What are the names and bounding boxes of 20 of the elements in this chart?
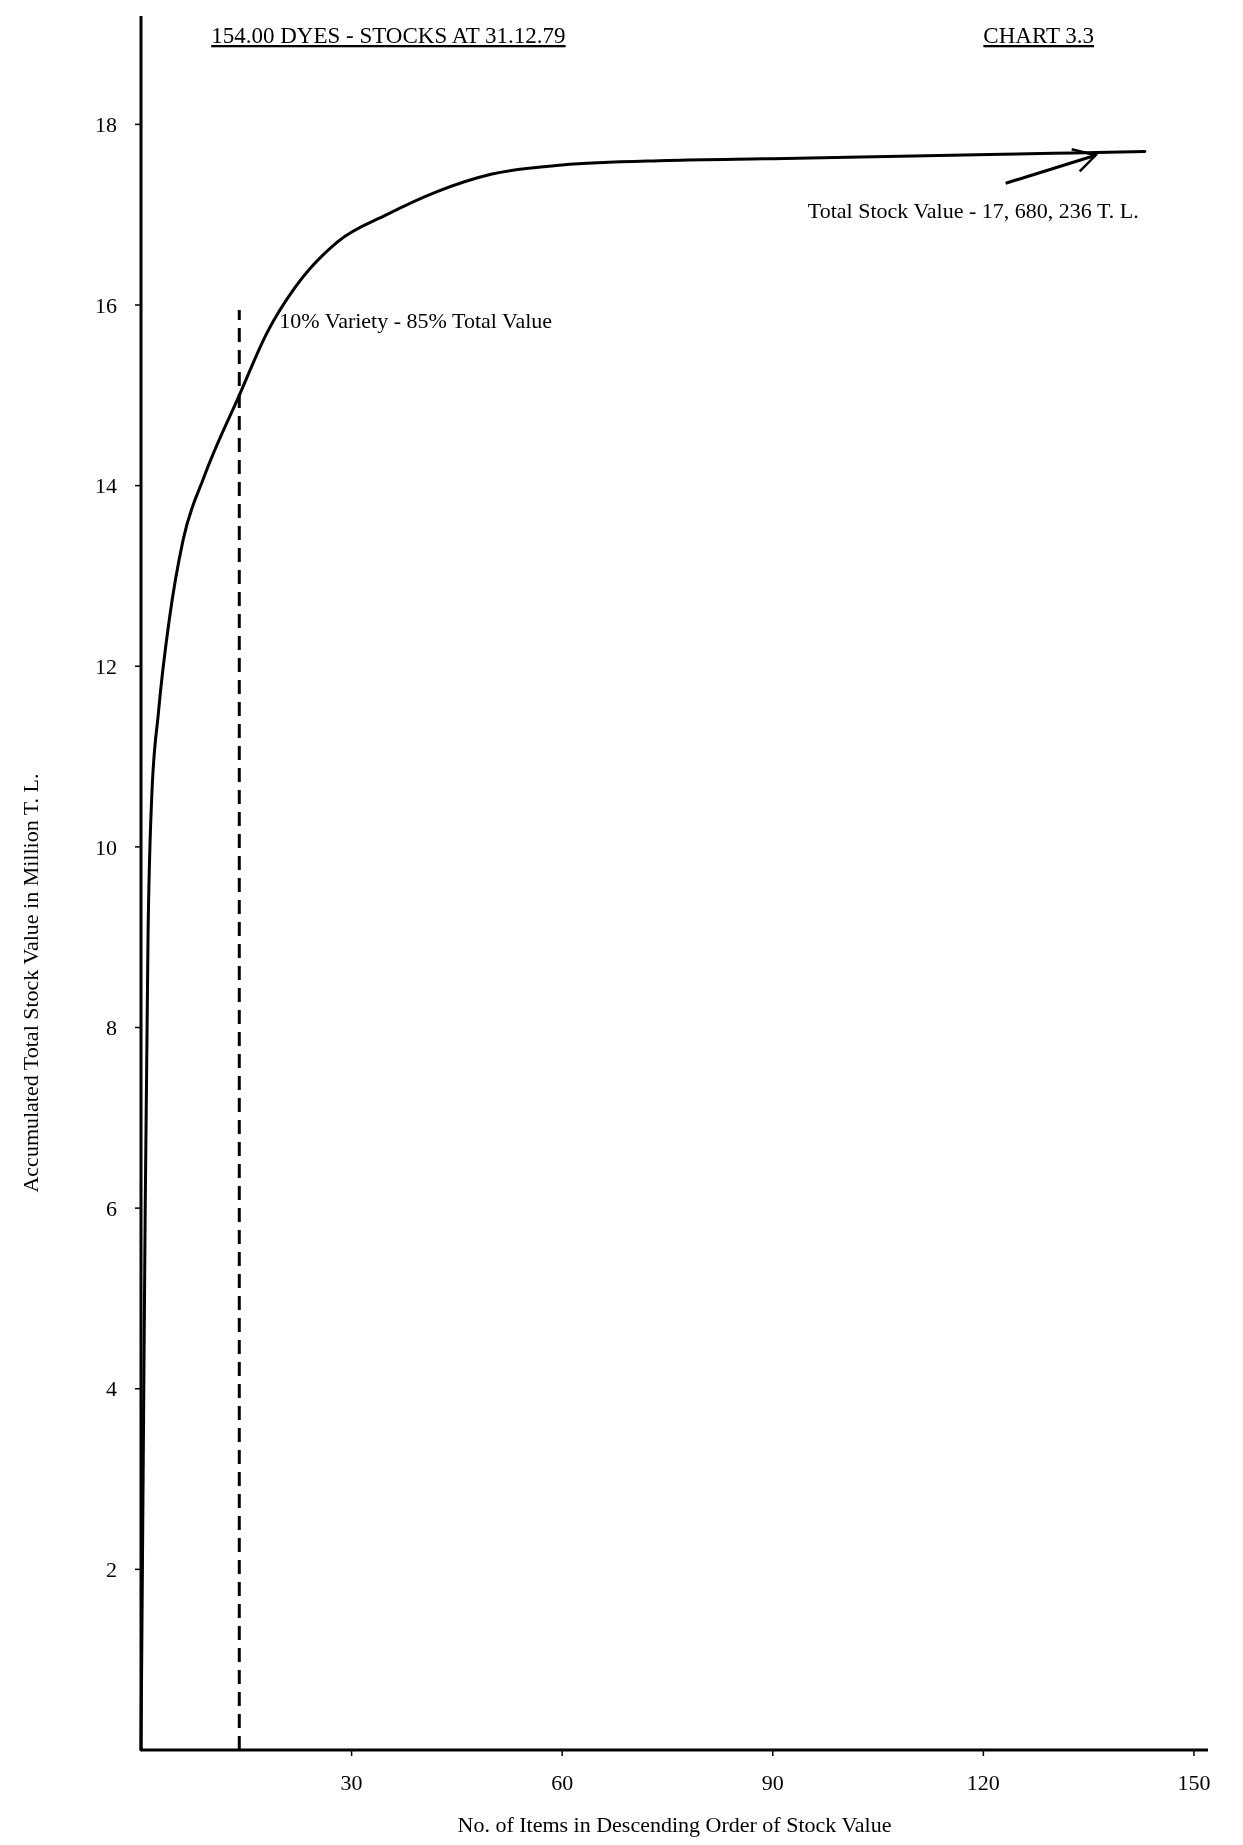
ref-line-label: 10% Variety - 85% Total Value (279, 308, 553, 334)
y-tick-label: 4 (106, 1376, 117, 1402)
x-tick-label: 150 (1177, 1770, 1211, 1795)
y-tick-label: 6 (106, 1195, 117, 1221)
x-axis-title: No. of Items in Descending Order of Stock Value (457, 1812, 892, 1837)
x-tick-label: 30 (340, 1770, 363, 1795)
x-tick-label: 60 (551, 1770, 574, 1795)
y-tick-label: 2 (106, 1557, 117, 1583)
annotation: Total Stock Value - 17, 680, 236 T. L. (807, 198, 1139, 224)
y-tick-label: 12 (95, 653, 117, 679)
y-tick-label: 16 (95, 292, 117, 318)
y-axis-title: Accumulated Total Stock Value in Million T. L. (18, 773, 43, 1193)
y-tick-label: 14 (95, 473, 117, 499)
chart-title: 154.00 DYES - STOCKS AT 31.12.79 (211, 23, 566, 48)
annotation: CHART 3.3 (983, 23, 1095, 48)
x-tick-label: 90 (761, 1770, 784, 1795)
x-tick-label: 120 (966, 1770, 1000, 1795)
y-tick-label: 8 (106, 1015, 117, 1041)
y-tick-label: 10 (95, 834, 117, 860)
y-tick-label: 18 (95, 112, 117, 138)
